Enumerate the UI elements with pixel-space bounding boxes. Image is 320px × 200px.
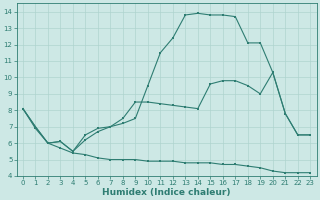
X-axis label: Humidex (Indice chaleur): Humidex (Indice chaleur) — [102, 188, 231, 197]
